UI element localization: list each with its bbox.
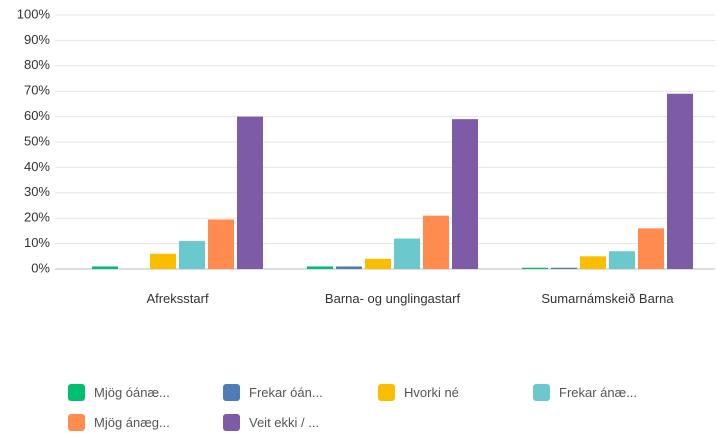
bar <box>452 119 478 269</box>
y-tick-label: 70% <box>24 83 50 98</box>
bar <box>667 93 693 270</box>
x-tick-label: Afreksstarf <box>146 291 209 306</box>
legend-label: Hvorki né <box>404 385 459 400</box>
y-tick-label: 80% <box>24 57 50 72</box>
legend-swatch <box>68 384 85 401</box>
bar <box>336 266 362 269</box>
y-tick-label: 10% <box>24 235 50 250</box>
legend-item: Mjög óánæ... <box>68 384 170 401</box>
legend-label: Frekar óán... <box>249 385 323 400</box>
y-tick-label: 20% <box>24 210 50 225</box>
bar <box>423 215 449 269</box>
y-tick-label: 50% <box>24 133 50 148</box>
legend-label: Mjög ánæg... <box>94 415 170 430</box>
bar <box>150 253 176 269</box>
y-tick-label: 30% <box>24 184 50 199</box>
y-tick-label: 0% <box>31 260 50 275</box>
x-tick-label: Sumarnámskeið Barna <box>541 291 674 306</box>
legend-swatch <box>68 414 85 431</box>
legend-item: Frekar ánæ... <box>533 384 637 401</box>
bar <box>179 241 205 269</box>
bar <box>580 256 606 269</box>
legend-label: Veit ekki / ... <box>249 415 320 430</box>
y-tick-label: 100% <box>17 6 51 21</box>
y-tick-label: 60% <box>24 108 50 123</box>
bar <box>307 266 333 269</box>
y-tick-label: 90% <box>24 32 50 47</box>
legend-swatch <box>533 384 550 401</box>
legend-item: Frekar óán... <box>223 384 323 401</box>
bar <box>365 258 391 269</box>
x-tick-label: Barna- og unglingastarf <box>324 291 461 306</box>
bar <box>92 266 118 269</box>
bar <box>609 251 635 269</box>
y-tick-label: 40% <box>24 159 50 174</box>
bar <box>208 219 234 269</box>
bar <box>638 228 664 269</box>
legend-label: Frekar ánæ... <box>559 385 638 400</box>
legend-swatch <box>378 384 395 401</box>
legend-item: Veit ekki / ... <box>223 414 319 431</box>
legend-item: Mjög ánæg... <box>68 414 170 431</box>
bar <box>522 267 548 269</box>
bar <box>237 116 263 269</box>
legend-swatch <box>223 414 240 431</box>
bar <box>394 238 420 269</box>
legend-item: Hvorki né <box>378 384 459 401</box>
legend-swatch <box>223 384 240 401</box>
legend-label: Mjög óánæ... <box>94 385 170 400</box>
bar <box>551 267 577 269</box>
